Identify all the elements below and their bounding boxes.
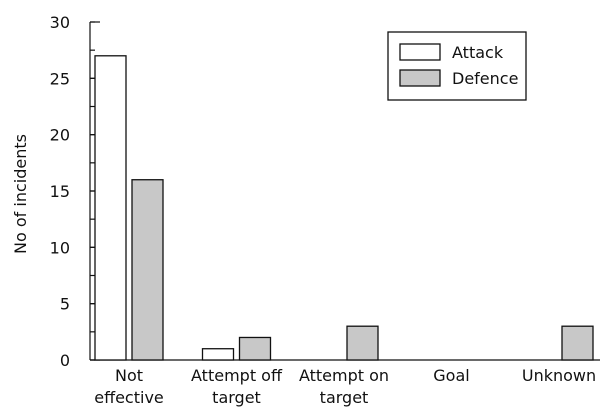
y-tick-label: 15 (50, 182, 70, 201)
legend-swatch-defence (399, 69, 441, 87)
x-category-label: Goal (433, 366, 469, 385)
x-category-label-line: target (212, 388, 261, 407)
x-category-label-line: effective (94, 388, 164, 407)
bar-defence (346, 325, 379, 361)
x-category-label-line: Unknown (522, 366, 596, 385)
legend-label-attack: Attack (452, 43, 504, 62)
bar-attack (201, 348, 235, 361)
bar-defence (561, 325, 594, 361)
x-category-label-line: Attempt on (299, 366, 389, 385)
y-tick-label: 25 (50, 69, 70, 88)
y-tick-label: 5 (60, 295, 70, 314)
y-tick-label: 30 (50, 13, 70, 32)
x-category-label-line: Goal (433, 366, 469, 385)
plot-area: 0 5 10 15 20 25 30 Not effective Attempt off targe… (50, 13, 600, 407)
bar-defence (131, 179, 164, 361)
y-axis-title: No of incidents (11, 134, 30, 254)
x-category-label: Attempt on target (299, 366, 389, 407)
x-category-label-line: Attempt off (191, 366, 283, 385)
legend-swatch-attack (399, 43, 441, 61)
y-tick-label: 20 (50, 126, 70, 145)
legend-frame (387, 31, 527, 101)
legend: Attack Defence (387, 31, 527, 101)
x-category-label-line: Not (115, 366, 143, 385)
x-category-label-line: target (320, 388, 369, 407)
y-tick-label: 0 (60, 351, 70, 370)
legend-label-defence: Defence (452, 69, 518, 88)
y-tick-label: 10 (50, 238, 70, 257)
bar-attack (94, 55, 127, 361)
x-category-label: Not effective (94, 366, 164, 407)
x-category-label: Unknown (522, 366, 596, 385)
x-category-label: Attempt off target (191, 366, 283, 407)
bar-defence (238, 336, 272, 361)
